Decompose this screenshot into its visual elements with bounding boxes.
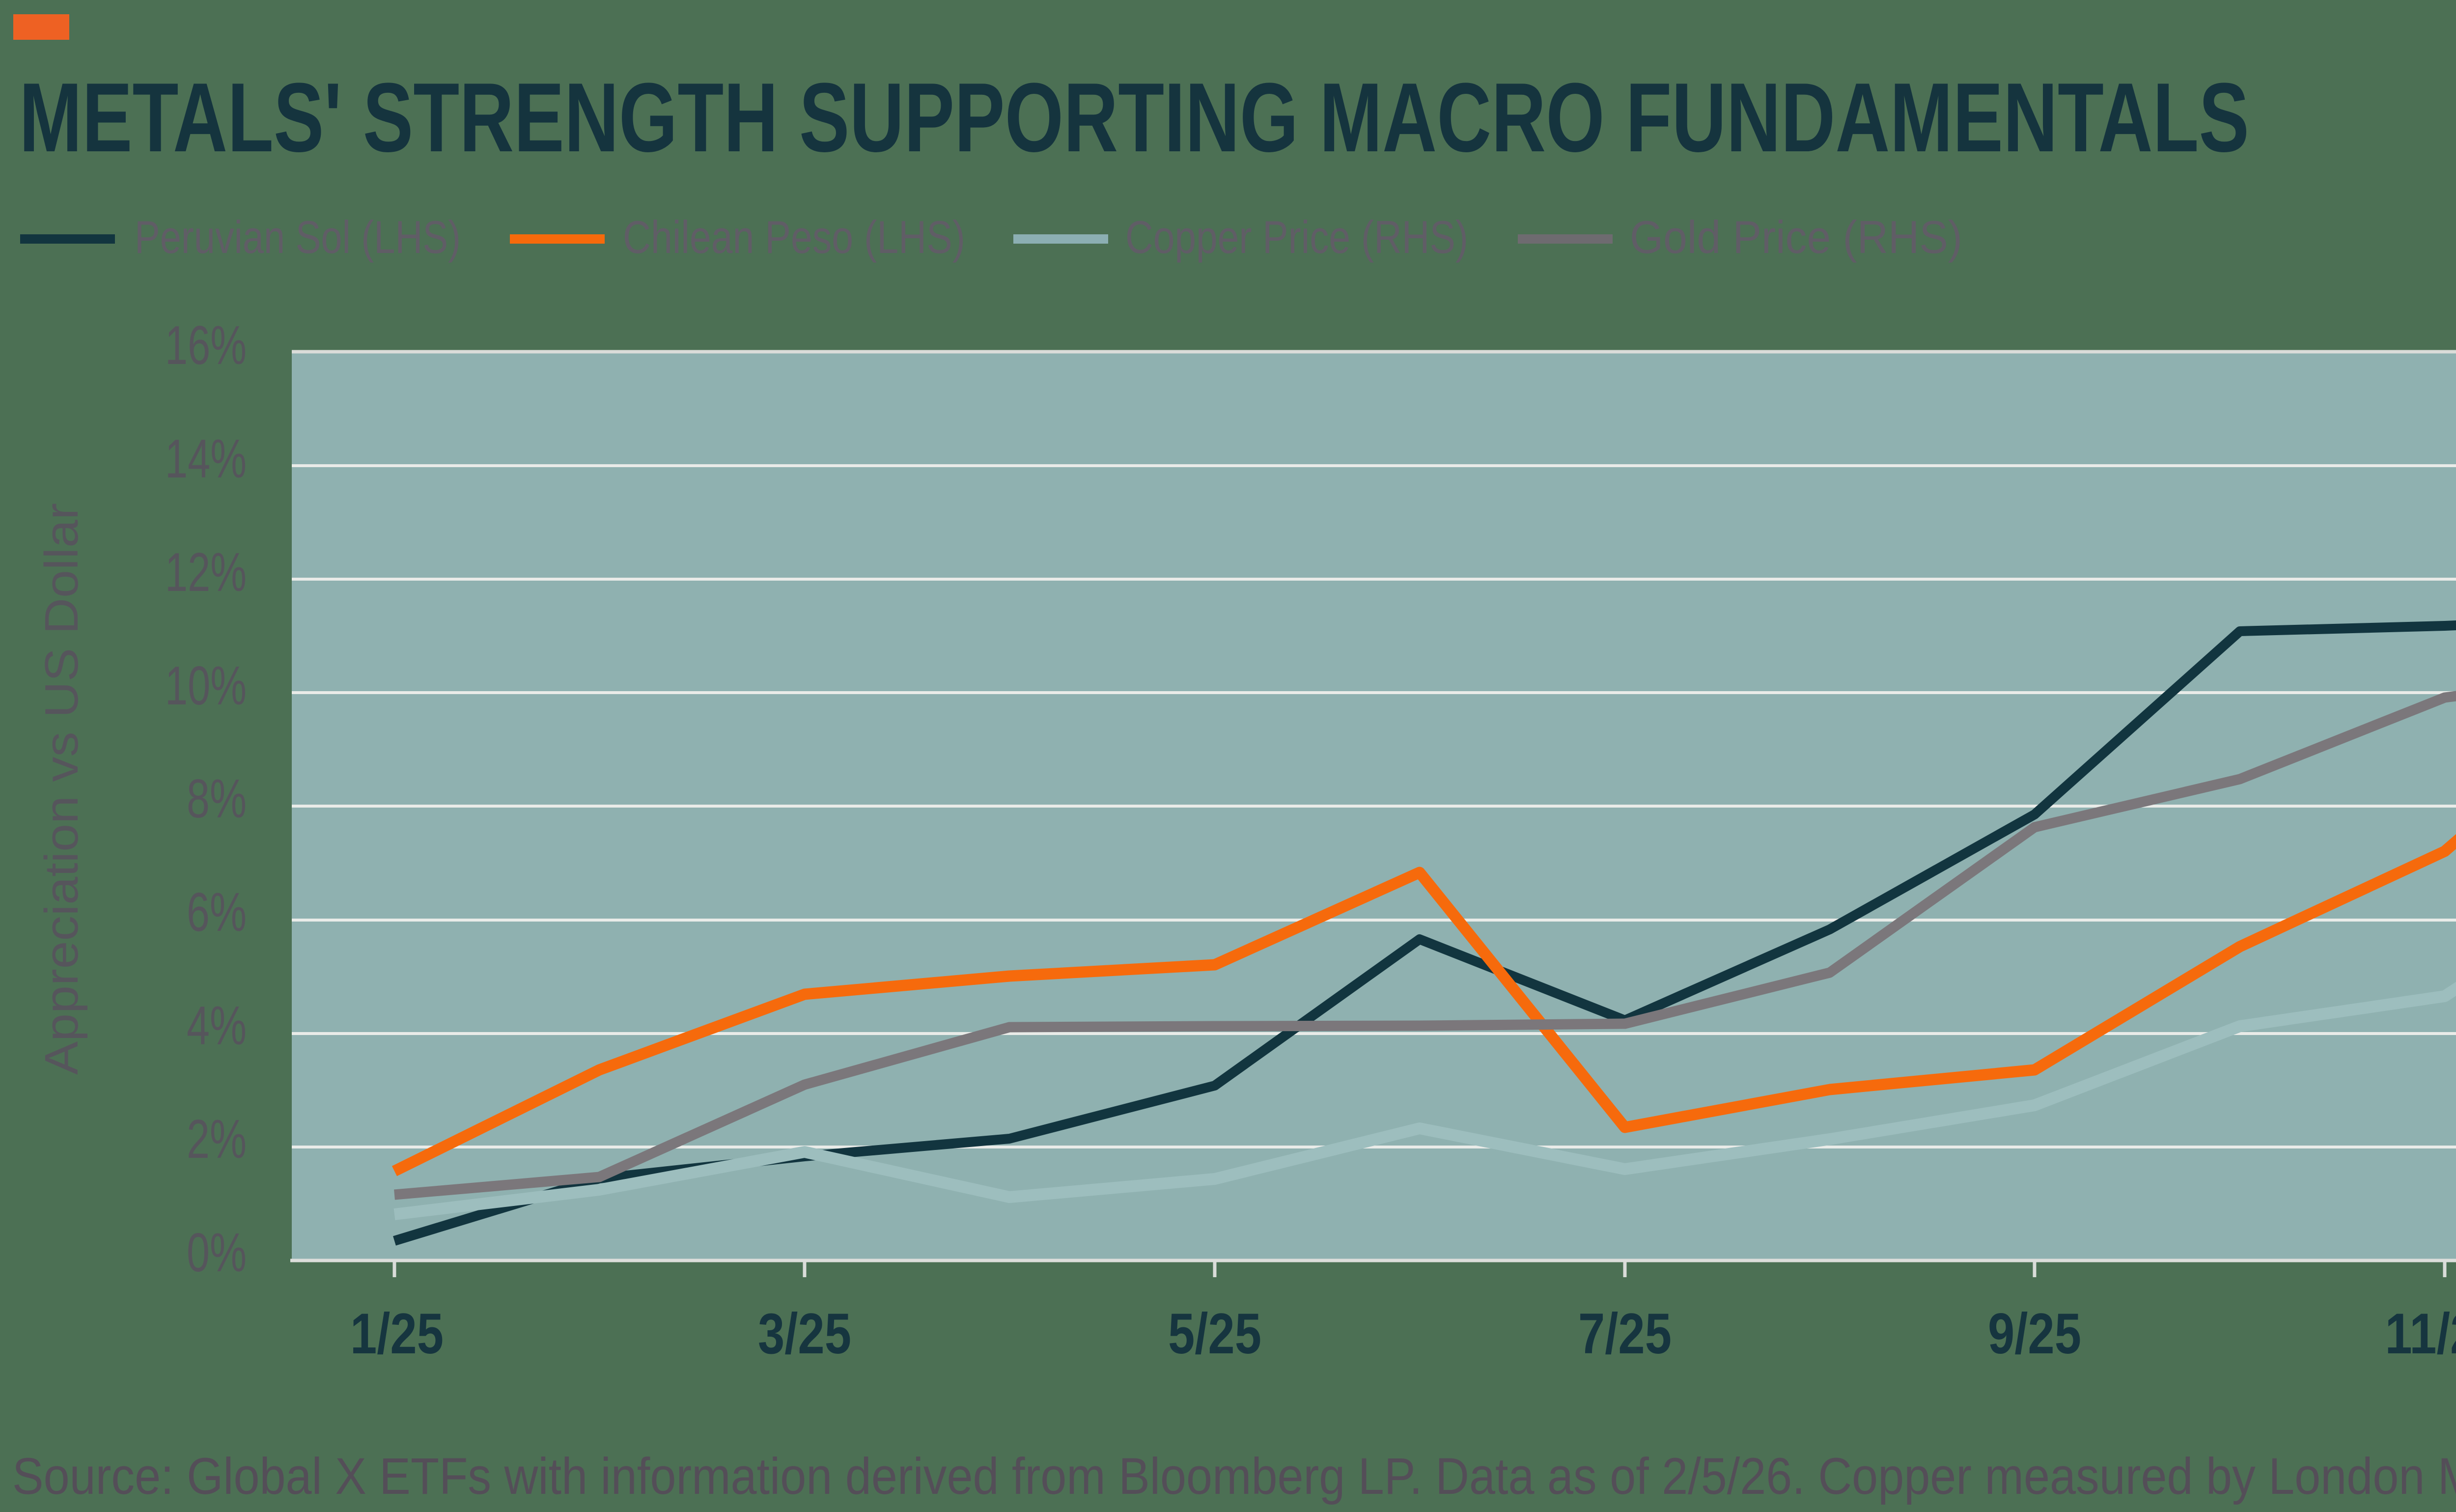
svg-text:METALS' STRENGTH SUPPORTING MA: METALS' STRENGTH SUPPORTING MACRO FUNDAM…: [19, 63, 2249, 172]
svg-text:9/25: 9/25: [1988, 1301, 2081, 1366]
svg-text:14%: 14%: [165, 428, 247, 489]
svg-text:Peruvian Sol (LHS): Peruvian Sol (LHS): [135, 211, 461, 263]
svg-text:Gold Price (RHS): Gold Price (RHS): [1630, 211, 1962, 263]
svg-text:Chilean Peso (LHS): Chilean Peso (LHS): [623, 211, 965, 263]
svg-text:16%: 16%: [165, 315, 247, 376]
svg-text:12%: 12%: [165, 542, 247, 603]
svg-text:5/25: 5/25: [1168, 1301, 1261, 1366]
svg-text:1/25: 1/25: [350, 1301, 444, 1366]
svg-text:4%: 4%: [187, 995, 247, 1056]
svg-text:8%: 8%: [187, 768, 247, 829]
svg-text:11/25: 11/25: [2385, 1301, 2456, 1366]
svg-text:Copper Price (RHS): Copper Price (RHS): [1125, 211, 1468, 263]
svg-text:0%: 0%: [187, 1222, 247, 1283]
svg-text:Source: Global X ETFs with inf: Source: Global X ETFs with information d…: [12, 1448, 2456, 1505]
svg-text:2%: 2%: [187, 1109, 247, 1170]
svg-text:7/25: 7/25: [1578, 1301, 1672, 1366]
svg-text:10%: 10%: [165, 655, 247, 716]
svg-text:Appreciation vs US Dollar: Appreciation vs US Dollar: [35, 503, 88, 1075]
svg-text:6%: 6%: [187, 882, 247, 943]
svg-text:3/25: 3/25: [758, 1301, 851, 1366]
